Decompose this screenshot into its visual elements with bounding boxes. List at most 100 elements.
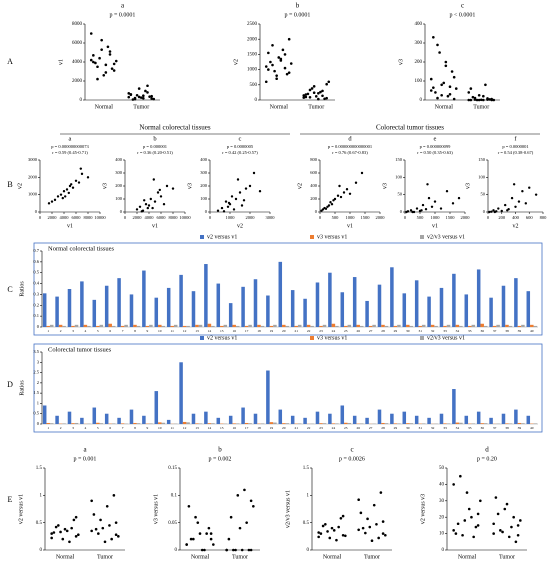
dot (312, 91, 316, 95)
point (430, 205, 434, 208)
dot (324, 523, 327, 526)
bar (480, 323, 484, 327)
bar (335, 325, 339, 327)
x-tick-label: 39 (518, 426, 522, 430)
y-axis-label: Ratios (19, 281, 25, 297)
x-tick-label: 38 (505, 329, 509, 333)
dot (252, 504, 255, 508)
bar (207, 323, 212, 327)
x-tick-label: 4 (85, 426, 87, 430)
bar (42, 405, 47, 424)
dot (474, 525, 478, 529)
bar (359, 325, 364, 327)
dot (283, 66, 287, 70)
y-tick-label: 0.5 (303, 521, 310, 526)
bar (108, 323, 112, 327)
bar (228, 415, 233, 424)
dot (232, 548, 235, 552)
y-tick-label: 0 (35, 209, 38, 214)
bar (328, 413, 332, 424)
y-tick-label: 0 (315, 209, 318, 214)
dot (465, 491, 469, 494)
dot (472, 535, 475, 539)
dot (436, 43, 439, 47)
point (510, 196, 514, 200)
legend-label: v3 versus v1 (317, 234, 347, 240)
bar (471, 324, 476, 327)
y-axis-label: v3 (398, 59, 404, 65)
dot (98, 56, 101, 60)
point (339, 195, 343, 199)
bar (297, 423, 302, 424)
point (224, 200, 228, 203)
bar (514, 409, 518, 424)
point (143, 199, 146, 202)
legend-swatch (200, 336, 204, 340)
point (534, 193, 538, 196)
dot (317, 92, 320, 95)
bar (235, 325, 240, 327)
x-tick-label: 8 (134, 426, 136, 430)
dot (287, 37, 291, 41)
y-tick-label: 0.6 (33, 259, 39, 264)
bar (42, 293, 47, 327)
y-tick-label: 2000 (247, 37, 258, 42)
y-axis-label: v2 (297, 183, 303, 189)
x-tick-label: 4000 (145, 215, 155, 220)
bar (328, 272, 332, 327)
legend-swatch (420, 336, 424, 340)
dot (476, 524, 480, 527)
dot (473, 98, 477, 101)
bar (352, 415, 357, 424)
point (240, 204, 244, 207)
bar (285, 423, 290, 424)
x-tick-label: 27 (369, 329, 373, 333)
dot (142, 94, 145, 98)
bar (67, 289, 72, 327)
point (433, 200, 437, 203)
point (345, 188, 349, 191)
dot (357, 498, 360, 502)
y-tick-label: 3.5 (33, 349, 39, 354)
dot (92, 54, 95, 57)
annotation: p = 0.0000005 (227, 144, 254, 149)
dot (245, 521, 248, 524)
bar (158, 422, 162, 424)
bar (521, 423, 525, 424)
dot (306, 92, 310, 96)
dot (247, 548, 251, 552)
point (236, 178, 240, 181)
y-axis-label: v3 (382, 183, 388, 189)
x-tick-label: 26 (356, 329, 360, 333)
dot (326, 530, 329, 533)
dot (200, 548, 204, 552)
point (153, 200, 157, 203)
dot (450, 70, 454, 73)
point (162, 203, 166, 206)
point (426, 183, 429, 186)
y-tick-label: 0 (120, 209, 123, 214)
dot (203, 548, 206, 552)
dot (372, 503, 376, 507)
dot (207, 526, 211, 530)
x-tick-label: 29 (394, 329, 398, 333)
bar (244, 422, 249, 424)
x-tick-label: 40 (530, 426, 534, 430)
panel-label: a (69, 135, 72, 142)
bar (145, 325, 150, 327)
x-tick-label: Normal (191, 554, 210, 560)
bar (182, 421, 187, 424)
bar (365, 300, 369, 327)
x-tick-label: 10000 (94, 215, 106, 220)
point (77, 181, 81, 184)
bar (489, 297, 493, 327)
dot (467, 91, 471, 94)
bar (476, 269, 481, 327)
y-tick-label: 0.3 (33, 291, 39, 296)
bar (136, 325, 141, 327)
x-tick-label: 29 (394, 426, 398, 430)
annotation: r = 0.50 (0.35-0.63) (417, 150, 453, 155)
y-tick-label: 0 (483, 209, 486, 214)
bar (331, 323, 336, 327)
dot (127, 95, 131, 99)
